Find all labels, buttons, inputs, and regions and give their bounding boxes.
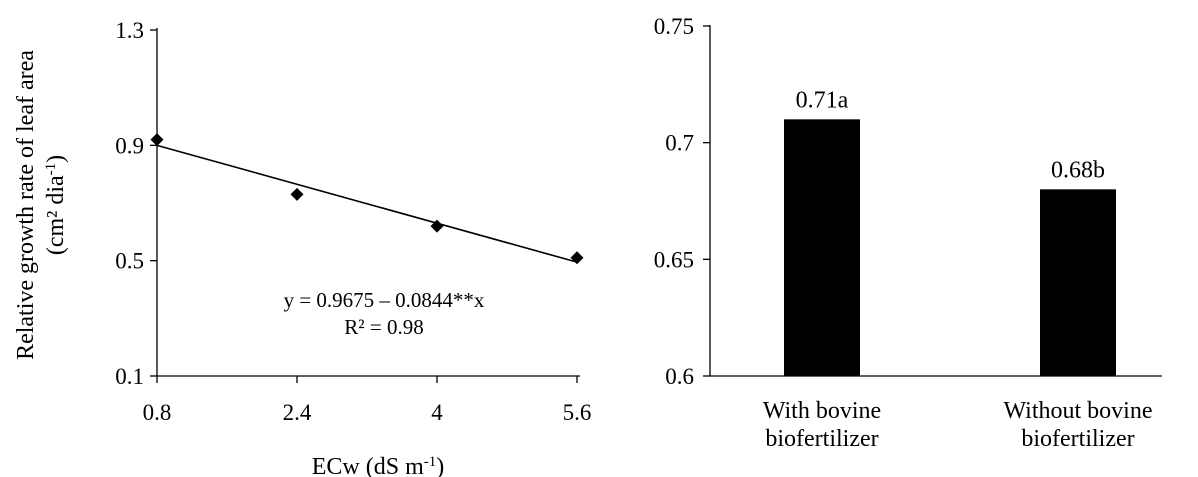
scatter-y-tick-label: 0.1 [115, 364, 144, 389]
scatter-panel: 0.1 0.5 0.9 1.3 0.8 2.4 4 5.6 y = 0.9675 – 0.0… [13, 18, 591, 477]
bar-category-label: Without bovine [1003, 398, 1152, 424]
bar-data-label: 0.68b [1051, 157, 1105, 183]
scatter-y-tick-label: 0.9 [115, 133, 144, 158]
regression-equation: y = 0.9675 – 0.0844**x [284, 288, 485, 312]
bar-y-tick-label: 0.75 [654, 14, 694, 39]
svg-text:Relative growth rate of leaf a: Relative growth rate of leaf area [13, 50, 39, 360]
bar-data-label: 0.71a [796, 87, 849, 113]
scatter-y-tick-label: 1.3 [115, 18, 144, 43]
bar-category-label: biofertilizer [1021, 426, 1134, 452]
r-squared: R² = 0.98 [344, 315, 423, 339]
bar [1040, 189, 1116, 376]
scatter-y-tick-label: 0.5 [115, 249, 144, 274]
scatter-point [290, 187, 304, 201]
scatter-point [570, 251, 584, 265]
scatter-point [150, 133, 164, 147]
scatter-x-axis-label: ECw (dS m-1) [312, 454, 445, 477]
bar-y-tick-label: 0.65 [654, 247, 694, 272]
scatter-x-tick-label: 5.6 [563, 400, 592, 425]
bar-y-tick-label: 0.7 [665, 131, 694, 156]
scatter-x-tick-label: 0.8 [143, 400, 172, 425]
scatter-point [430, 219, 444, 233]
bar [784, 119, 860, 376]
scatter-x-tick-label: 2.4 [283, 400, 312, 425]
bar-category-label: With bovine [763, 398, 881, 424]
scatter-x-tick-label: 4 [431, 400, 443, 425]
bar-category-label: biofertilizer [765, 426, 878, 452]
regression-line [156, 144, 578, 263]
bar-y-tick-label: 0.6 [665, 364, 694, 389]
scatter-y-axis-label: Relative growth rate of leaf area (cm² d… [13, 50, 69, 360]
svg-text:(cm² dia-1): (cm² dia-1) [43, 155, 69, 255]
